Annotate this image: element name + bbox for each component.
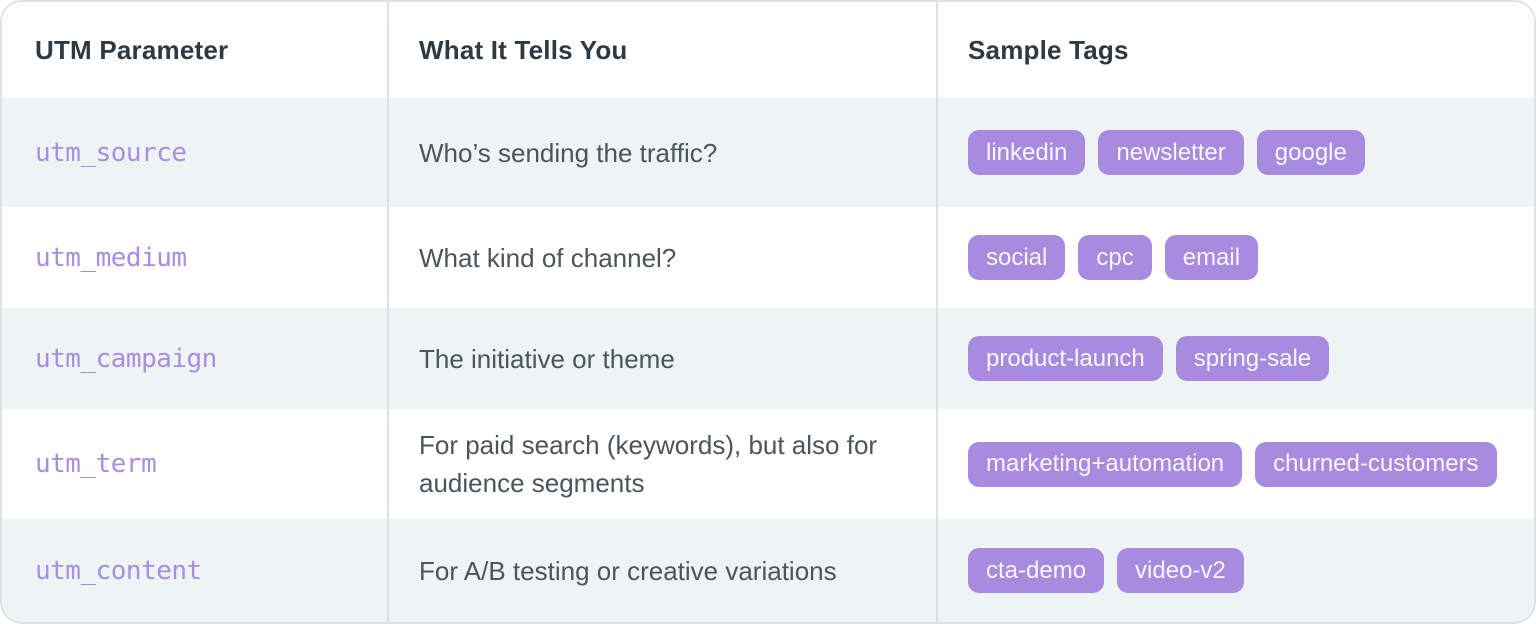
tag-pill: google xyxy=(1256,130,1365,175)
row-description: The initiative or theme xyxy=(419,343,675,374)
tag-pill: churned-customers xyxy=(1255,441,1497,487)
tag-pill: linkedin xyxy=(968,130,1086,175)
tag-pill: social xyxy=(968,235,1066,280)
utm-param-code: utm_source xyxy=(35,137,187,168)
row-description: Who’s sending the traffic? xyxy=(419,137,718,168)
table-row: utm_medium What kind of channel? social c… xyxy=(2,207,1534,308)
tag-pill: email xyxy=(1164,235,1259,280)
tag-list: linkedin newsletter google xyxy=(936,98,1534,207)
column-header-utm-parameter: UTM Parameter xyxy=(35,34,229,65)
tag-list: marketing+automation churned-customers xyxy=(936,409,1534,519)
tag-pill: marketing+automation xyxy=(968,441,1243,487)
tag-pill: newsletter xyxy=(1098,130,1244,175)
tag-pill: product-launch xyxy=(968,336,1163,381)
tag-list: cta-demo video-v2 xyxy=(936,519,1534,622)
tag-list: product-launch spring-sale xyxy=(936,308,1534,409)
utm-param-code: utm_content xyxy=(35,555,202,586)
row-description: What kind of channel? xyxy=(419,242,677,273)
tag-list: social cpc email xyxy=(936,207,1534,308)
utm-param-code: utm_campaign xyxy=(35,343,217,374)
table-row: utm_term For paid search (keywords), but… xyxy=(2,409,1534,519)
column-header-sample-tags: Sample Tags xyxy=(936,2,1534,98)
utm-param-code: utm_term xyxy=(35,449,157,479)
row-description: For paid search (keywords), but also for… xyxy=(419,430,878,498)
column-header-what-it-tells-you: What It Tells You xyxy=(387,2,936,98)
table-row: utm_source Who’s sending the traffic? li… xyxy=(2,98,1534,207)
table-row: utm_campaign The initiative or theme pro… xyxy=(2,308,1534,409)
table-body: utm_source Who’s sending the traffic? li… xyxy=(2,98,1534,622)
tag-pill: spring-sale xyxy=(1175,336,1330,381)
tag-pill: video-v2 xyxy=(1117,548,1244,593)
row-description: For A/B testing or creative variations xyxy=(419,555,837,586)
table-header-row: UTM Parameter What It Tells You Sample T… xyxy=(2,2,1534,98)
tag-pill: cpc xyxy=(1078,235,1152,280)
table-row: utm_content For A/B testing or creative … xyxy=(2,519,1534,622)
utm-param-code: utm_medium xyxy=(35,242,187,273)
tag-pill: cta-demo xyxy=(968,548,1105,593)
